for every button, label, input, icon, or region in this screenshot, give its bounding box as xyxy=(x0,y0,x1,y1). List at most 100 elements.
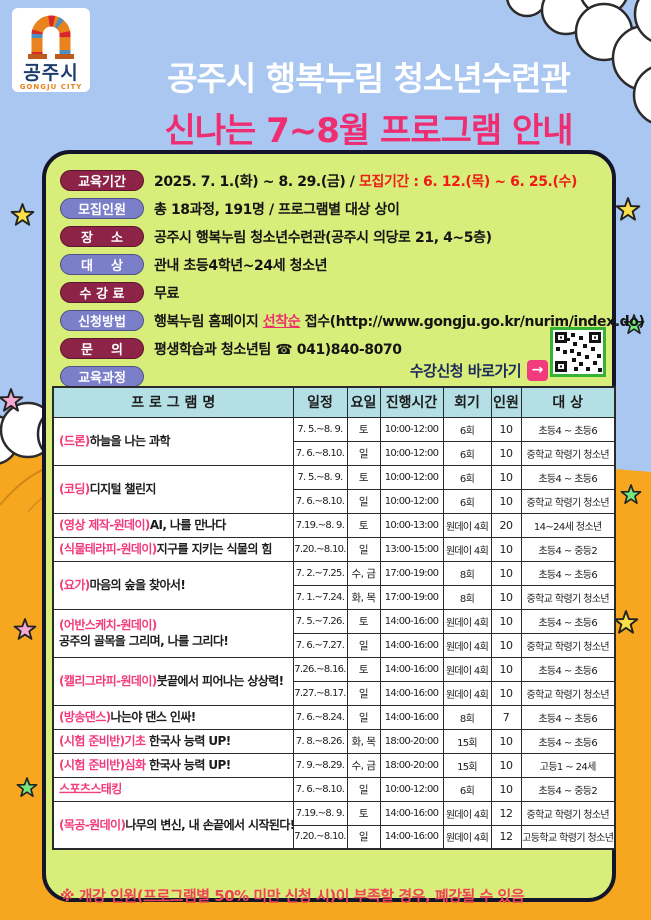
cell-target: 중학교 학령기 청소년 xyxy=(520,488,616,514)
cell-count: 원데이 4회 xyxy=(442,512,492,538)
arch-icon xyxy=(28,15,74,59)
info-label-pill: 대 상 xyxy=(60,254,144,275)
cell-day: 화, 목 xyxy=(346,728,381,754)
column-header: 프 로 그 램 명 xyxy=(52,386,294,418)
cell-dates: 7. 6.~7.27. xyxy=(292,632,348,658)
cell-time: 14:00-16:00 xyxy=(379,800,444,826)
cell-target: 중학교 학령기 청소년 xyxy=(520,440,616,466)
cell-time: 14:00-16:00 xyxy=(379,656,444,682)
cell-target: 초등4 ~ 초등6 xyxy=(520,656,616,682)
info-row: 교육기간 2025. 7. 1.(화) ~ 8. 29.(금) / 모집기간 : … xyxy=(60,170,577,191)
info-row: 대 상 관내 초등4학년~24세 청소년 xyxy=(60,254,328,275)
program-name: (시험 준비반)심화 한국사 능력 UP! xyxy=(52,752,294,778)
cell-day: 일 xyxy=(346,776,381,802)
cell-cap: 10 xyxy=(490,680,522,706)
cell-count: 6회 xyxy=(442,776,492,802)
table-row: (방송댄스)나는야 댄스 인싸! 7. 6.~8.24. 일 14:00-16:00 8… xyxy=(52,704,616,730)
table-row: (영상 제작-원데이)AI, 나를 만나다 7.19.~8. 9. 토 10:00-1… xyxy=(52,512,616,538)
cell-cap: 10 xyxy=(490,440,522,466)
cell-cap: 10 xyxy=(490,656,522,682)
cell-time: 17:00-19:00 xyxy=(379,560,444,586)
cell-target: 초등4 ~ 초등6 xyxy=(520,728,616,754)
program-name: (코딩)디지털 챌린지 xyxy=(52,464,294,514)
info-row: 문 의 평생학습과 청소년팀 ☎ 041)840-8070 xyxy=(60,338,402,359)
table-row: 7.27.~8.17. 일 14:00-16:00 원데이 4회 10 중학교 학령기 청… xyxy=(53,680,616,706)
cell-time: 14:00-16:00 xyxy=(379,680,444,706)
cell-day: 수, 금 xyxy=(346,752,381,778)
cell-target: 초등4 ~ 초등6 xyxy=(520,416,616,442)
cell-target: 초등4 ~ 중등2 xyxy=(520,776,616,802)
info-label-pill: 신청방법 xyxy=(60,310,144,331)
gongju-city-logo: 공주시 GONGJU CITY xyxy=(12,8,90,92)
program-name: (방송댄스)나는야 댄스 인싸! xyxy=(52,704,294,730)
program-name: (요가)마음의 숲을 찾아서! xyxy=(52,560,294,610)
cell-time: 10:00-12:00 xyxy=(379,440,444,466)
cell-cap: 10 xyxy=(490,488,522,514)
cell-time: 10:00-13:00 xyxy=(379,512,444,538)
cell-dates: 7. 6.~8.24. xyxy=(292,704,348,730)
logo-city-name: 공주시 xyxy=(23,62,79,84)
cell-cap: 12 xyxy=(490,824,522,850)
cell-target: 초등4 ~ 초등6 xyxy=(520,464,616,490)
cell-cap: 10 xyxy=(490,776,522,802)
cell-day: 일 xyxy=(346,488,381,514)
cell-target: 중학교 학령기 청소년 xyxy=(520,800,616,826)
apply-cta-label: 수강신청 바로가기 xyxy=(409,361,522,380)
cell-cap: 10 xyxy=(490,416,522,442)
cell-target: 초등4 ~ 초등6 xyxy=(520,560,616,586)
qr-code[interactable] xyxy=(550,327,606,377)
cell-time: 17:00-19:00 xyxy=(379,584,444,610)
cell-target: 중학교 학령기 청소년 xyxy=(520,680,616,706)
cell-target: 고등학교 학령기 청소년 xyxy=(520,824,616,850)
cell-day: 일 xyxy=(346,704,381,730)
cell-dates: 7. 6.~8.10. xyxy=(292,488,348,514)
cell-time: 14:00-16:00 xyxy=(379,632,444,658)
cell-day: 토 xyxy=(346,464,381,490)
program-table-wrap: 프 로 그 램 명 일정 요일 진행시간 회기 인원 대 상 (드론)하늘을 나는 과학 7.… xyxy=(52,386,616,850)
cell-dates: 7.19.~8. 9. xyxy=(292,800,348,826)
apply-cta: 수강신청 바로가기 → xyxy=(364,358,548,382)
apply-arrow-button[interactable]: → xyxy=(527,359,548,381)
program-name: (드론)하늘을 나는 과학 xyxy=(52,416,294,466)
cell-day: 토 xyxy=(346,608,381,634)
header: 공주시 행복누림 청소년수련관 신나는 7~8월 프로그램 안내 xyxy=(96,0,641,152)
cell-target: 초등4 ~ 초등6 xyxy=(520,704,616,730)
cell-cap: 10 xyxy=(490,608,522,634)
cell-dates: 7.26.~8.16. xyxy=(292,656,348,682)
cell-time: 14:00-16:00 xyxy=(379,824,444,850)
cell-dates: 7.20.~8.10. xyxy=(292,824,348,850)
program-name: (영상 제작-원데이)AI, 나를 만나다 xyxy=(52,512,294,538)
table-row: (시험 준비반)심화 한국사 능력 UP! 7. 9.~8.29. 수, 금 18:0… xyxy=(52,752,616,778)
cell-cap: 10 xyxy=(490,632,522,658)
cell-count: 원데이 4회 xyxy=(442,632,492,658)
cell-count: 6회 xyxy=(442,464,492,490)
cell-count: 6회 xyxy=(442,416,492,442)
cell-day: 토 xyxy=(346,656,381,682)
program-name: (시험 준비반)기초 한국사 능력 UP! xyxy=(52,728,294,754)
column-header: 대 상 xyxy=(520,386,616,418)
cell-count: 8회 xyxy=(442,704,492,730)
cell-cap: 10 xyxy=(490,584,522,610)
cell-dates: 7.19.~8. 9. xyxy=(292,512,348,538)
cell-target: 고등1 ~ 24세 xyxy=(520,752,616,778)
info-text: 2025. 7. 1.(화) ~ 8. 29.(금) / 모집기간 : 6. 1… xyxy=(154,173,577,190)
info-label-pill: 교육과정 xyxy=(60,366,144,387)
column-header: 일정 xyxy=(292,386,348,418)
cell-cap: 10 xyxy=(490,464,522,490)
cell-cap: 7 xyxy=(490,704,522,730)
cell-day: 토 xyxy=(346,512,381,538)
table-row: (요가)마음의 숲을 찾아서! 7. 2.~7.25. 수, 금 17:00-19:0… xyxy=(52,560,616,610)
cell-dates: 7. 5.~8. 9. xyxy=(292,416,348,442)
cell-count: 15회 xyxy=(442,728,492,754)
poster-subtitle: 신나는 7~8월 프로그램 안내 xyxy=(164,111,573,151)
column-header: 회기 xyxy=(442,386,492,418)
info-row: 신청방법 행복누림 홈페이지 선착순 접수(http://www.gongju.g… xyxy=(60,310,645,331)
cell-day: 토 xyxy=(346,416,381,442)
cell-time: 13:00-15:00 xyxy=(379,536,444,562)
cell-day: 일 xyxy=(346,440,381,466)
cell-time: 10:00-12:00 xyxy=(379,464,444,490)
cell-target: 중학교 학령기 청소년 xyxy=(520,584,616,610)
table-row: 7.20.~8.10. 일 14:00-16:00 원데이 4회 12 고등학교 학령기 … xyxy=(53,824,616,850)
cell-dates: 7. 5.~7.26. xyxy=(292,608,348,634)
program-table: 프 로 그 램 명 일정 요일 진행시간 회기 인원 대 상 (드론)하늘을 나는 과학 7.… xyxy=(52,386,616,850)
